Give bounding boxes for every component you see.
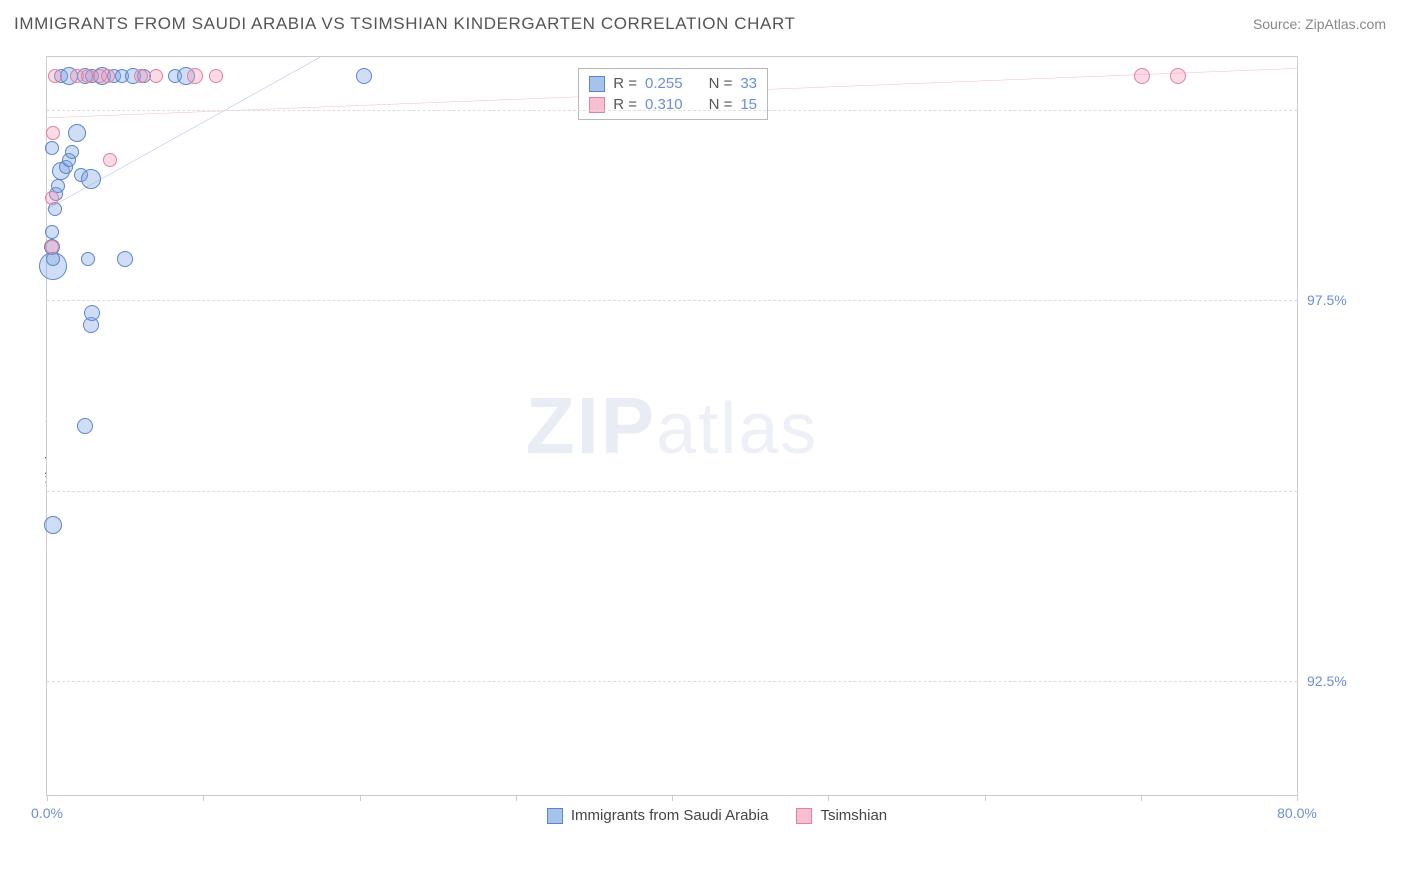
saudi-point — [93, 67, 111, 85]
legend-r-label: R = — [613, 75, 637, 92]
tsimshian-point — [70, 69, 84, 83]
x-tick — [203, 795, 204, 801]
saudi-point — [125, 68, 141, 84]
saudi-point — [54, 69, 68, 83]
trend-lines-layer — [47, 57, 1297, 795]
y-gridline — [47, 681, 1297, 682]
source-attribution: Source: ZipAtlas.com — [1253, 16, 1386, 32]
tsimshian-point — [46, 126, 60, 140]
tsimshian-point — [45, 240, 59, 254]
chart-container: Kindergarten ZIPatlas R =0.255N =33R =0.… — [46, 56, 1388, 832]
saudi-point — [46, 252, 60, 266]
saudi-point — [59, 160, 73, 174]
saudi-point — [117, 251, 133, 267]
legend-corr-row: R =0.310N =15 — [589, 94, 757, 115]
saudi-point — [74, 168, 88, 182]
legend-item: Immigrants from Saudi Arabia — [547, 807, 769, 824]
saudi-point — [44, 516, 62, 534]
saudi-point — [81, 169, 101, 189]
saudi-point — [39, 252, 67, 280]
saudi-point — [81, 252, 95, 266]
x-tick — [47, 795, 48, 801]
legend-swatch — [589, 76, 605, 92]
y-tick-label: 97.5% — [1307, 292, 1377, 308]
tsimshian-point — [1170, 68, 1186, 84]
tsimshian-point — [103, 153, 117, 167]
x-tick — [985, 795, 986, 801]
tsimshian-point — [101, 69, 115, 83]
watermark-light: atlas — [656, 389, 818, 469]
legend-corr-row: R = 0.255 N = 33 — [589, 73, 757, 94]
x-tick — [360, 795, 361, 801]
legend-swatch — [796, 808, 812, 824]
x-tick — [1297, 795, 1298, 801]
y-gridline — [47, 491, 1297, 492]
legend-r-value: 0.255 — [645, 75, 683, 92]
saudi-point — [177, 67, 195, 85]
saudi-point — [84, 305, 100, 321]
chart-title: IMMIGRANTS FROM SAUDI ARABIA VS TSIMSHIA… — [14, 14, 796, 34]
saudi-point — [45, 141, 59, 155]
x-tick — [828, 795, 829, 801]
saudi-point — [60, 67, 78, 85]
saudi-point — [107, 69, 121, 83]
legend-label: Immigrants from Saudi Arabia — [571, 807, 769, 824]
legend-swatch — [547, 808, 563, 824]
legend-item: Tsimshian — [796, 807, 887, 824]
watermark-bold: ZIP — [526, 381, 656, 470]
saudi-point — [65, 145, 79, 159]
tsimshian-point — [1134, 68, 1150, 84]
legend-label: Tsimshian — [820, 807, 887, 824]
saudi-point — [356, 68, 372, 84]
saudi-point — [49, 187, 63, 201]
saudi-point — [52, 162, 70, 180]
saudi-point — [85, 69, 99, 83]
legend-n-value: 33 — [740, 75, 757, 92]
saudi-point — [51, 179, 65, 193]
tsimshian-point — [48, 69, 62, 83]
correlation-legend: R = 0.255 N = 33 R =0.310N =15 — [578, 68, 768, 120]
saudi-point — [83, 317, 99, 333]
y-gridline — [47, 110, 1297, 111]
y-gridline — [47, 300, 1297, 301]
tsimshian-point — [134, 69, 148, 83]
y-tick-label: 92.5% — [1307, 673, 1377, 689]
saudi-point — [68, 124, 86, 142]
saudi-trend-line — [47, 57, 320, 209]
saudi-point — [77, 418, 93, 434]
x-tick — [672, 795, 673, 801]
tsimshian-point — [149, 69, 163, 83]
watermark: ZIPatlas — [526, 380, 819, 472]
tsimshian-point — [187, 68, 203, 84]
tsimshian-point — [209, 69, 223, 83]
x-tick — [1141, 795, 1142, 801]
saudi-point — [77, 68, 93, 84]
saudi-point — [48, 202, 62, 216]
saudi-point — [45, 225, 59, 239]
legend-n-label: N = — [709, 75, 733, 92]
saudi-point — [62, 153, 76, 167]
tsimshian-point — [93, 69, 107, 83]
series-legend: Immigrants from Saudi Arabia Tsimshian — [46, 807, 1388, 824]
saudi-point — [137, 69, 151, 83]
x-tick — [516, 795, 517, 801]
tsimshian-point — [45, 191, 59, 205]
saudi-point — [44, 239, 60, 255]
plot-area: ZIPatlas R =0.255N =33R =0.310N =15 92.5… — [46, 56, 1298, 796]
saudi-point — [168, 69, 182, 83]
saudi-point — [115, 69, 129, 83]
tsimshian-point — [81, 69, 95, 83]
